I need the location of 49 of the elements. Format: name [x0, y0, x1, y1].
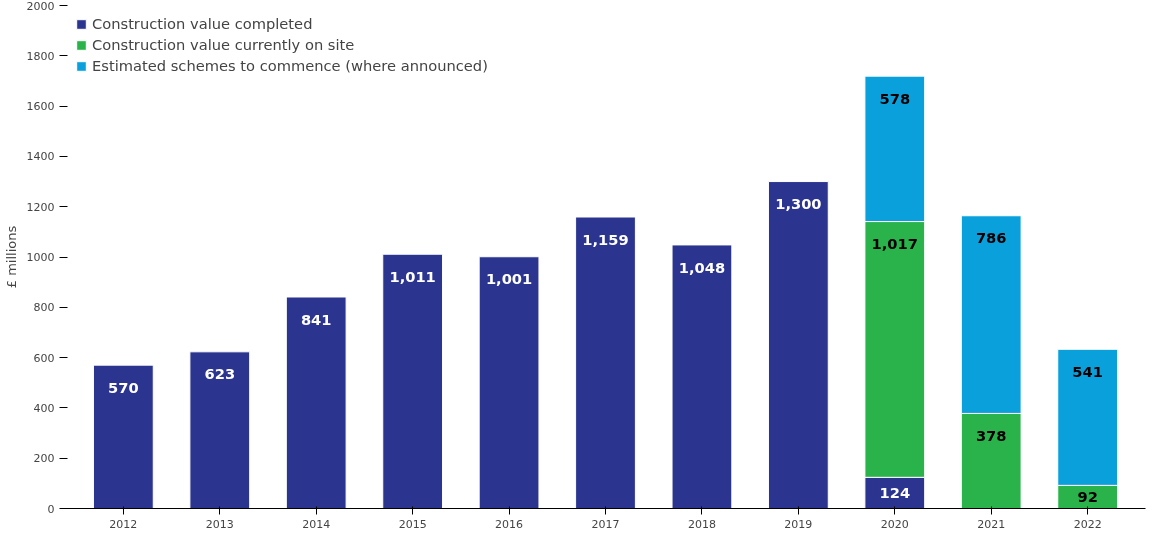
- bar: [382, 253, 444, 509]
- y-tick-label: 800: [33, 301, 55, 315]
- data-label: 1,011: [389, 267, 436, 285]
- x-tick-label: 2013: [205, 517, 234, 531]
- legend-label: Construction value completed: [92, 15, 313, 32]
- y-tick-label: 200: [33, 452, 55, 466]
- y-tick-label: 1800: [26, 49, 55, 63]
- bar: [575, 216, 636, 509]
- bar: [189, 351, 251, 509]
- data-label: 570: [108, 378, 139, 396]
- bar: [92, 364, 154, 509]
- y-tick-label: 600: [33, 351, 55, 365]
- bar: [671, 244, 733, 509]
- data-label: 1,017: [871, 235, 918, 253]
- data-label: 1,001: [485, 270, 533, 288]
- x-tick-label: 2020: [880, 517, 909, 531]
- bar: [478, 256, 540, 509]
- y-tick-label: 1400: [26, 150, 55, 164]
- y-tick-label: 0: [47, 502, 55, 516]
- data-label: 92: [1077, 487, 1098, 505]
- y-tick-label: 1600: [26, 100, 55, 114]
- data-label: 541: [1072, 362, 1103, 380]
- y-tick-label: 2000: [26, 0, 55, 13]
- x-tick-label: 2019: [784, 517, 813, 531]
- data-label: 841: [300, 310, 332, 328]
- x-tick-label: 2015: [398, 517, 427, 531]
- data-label: 1,300: [775, 195, 822, 213]
- y-axis-title: £ millions: [3, 225, 19, 289]
- y-tick-label: 1200: [26, 200, 55, 214]
- data-label: 124: [879, 483, 911, 501]
- x-tick-label: 2021: [977, 517, 1006, 531]
- legend-label: Construction value currently on site: [92, 36, 355, 53]
- data-label: 578: [879, 89, 911, 107]
- bar: [285, 296, 347, 509]
- legend-label: Estimated schemes to commence (where announced): [92, 57, 488, 74]
- x-tick-label: 2017: [591, 517, 620, 531]
- x-tick-label: 2018: [687, 517, 716, 531]
- x-tick-label: 2016: [495, 517, 524, 531]
- bar: [767, 181, 829, 509]
- x-tick-label: 2014: [302, 517, 331, 531]
- y-tick-label: 400: [33, 401, 55, 415]
- data-label: 378: [975, 427, 1007, 445]
- data-label: 623: [204, 365, 236, 383]
- x-tick-label: 2022: [1073, 517, 1102, 531]
- data-label: 1,159: [582, 230, 629, 248]
- data-label: 786: [975, 229, 1007, 247]
- x-tick-label: 2012: [109, 517, 138, 531]
- y-tick-label: 1000: [26, 251, 55, 264]
- data-label: 1,048: [678, 258, 726, 276]
